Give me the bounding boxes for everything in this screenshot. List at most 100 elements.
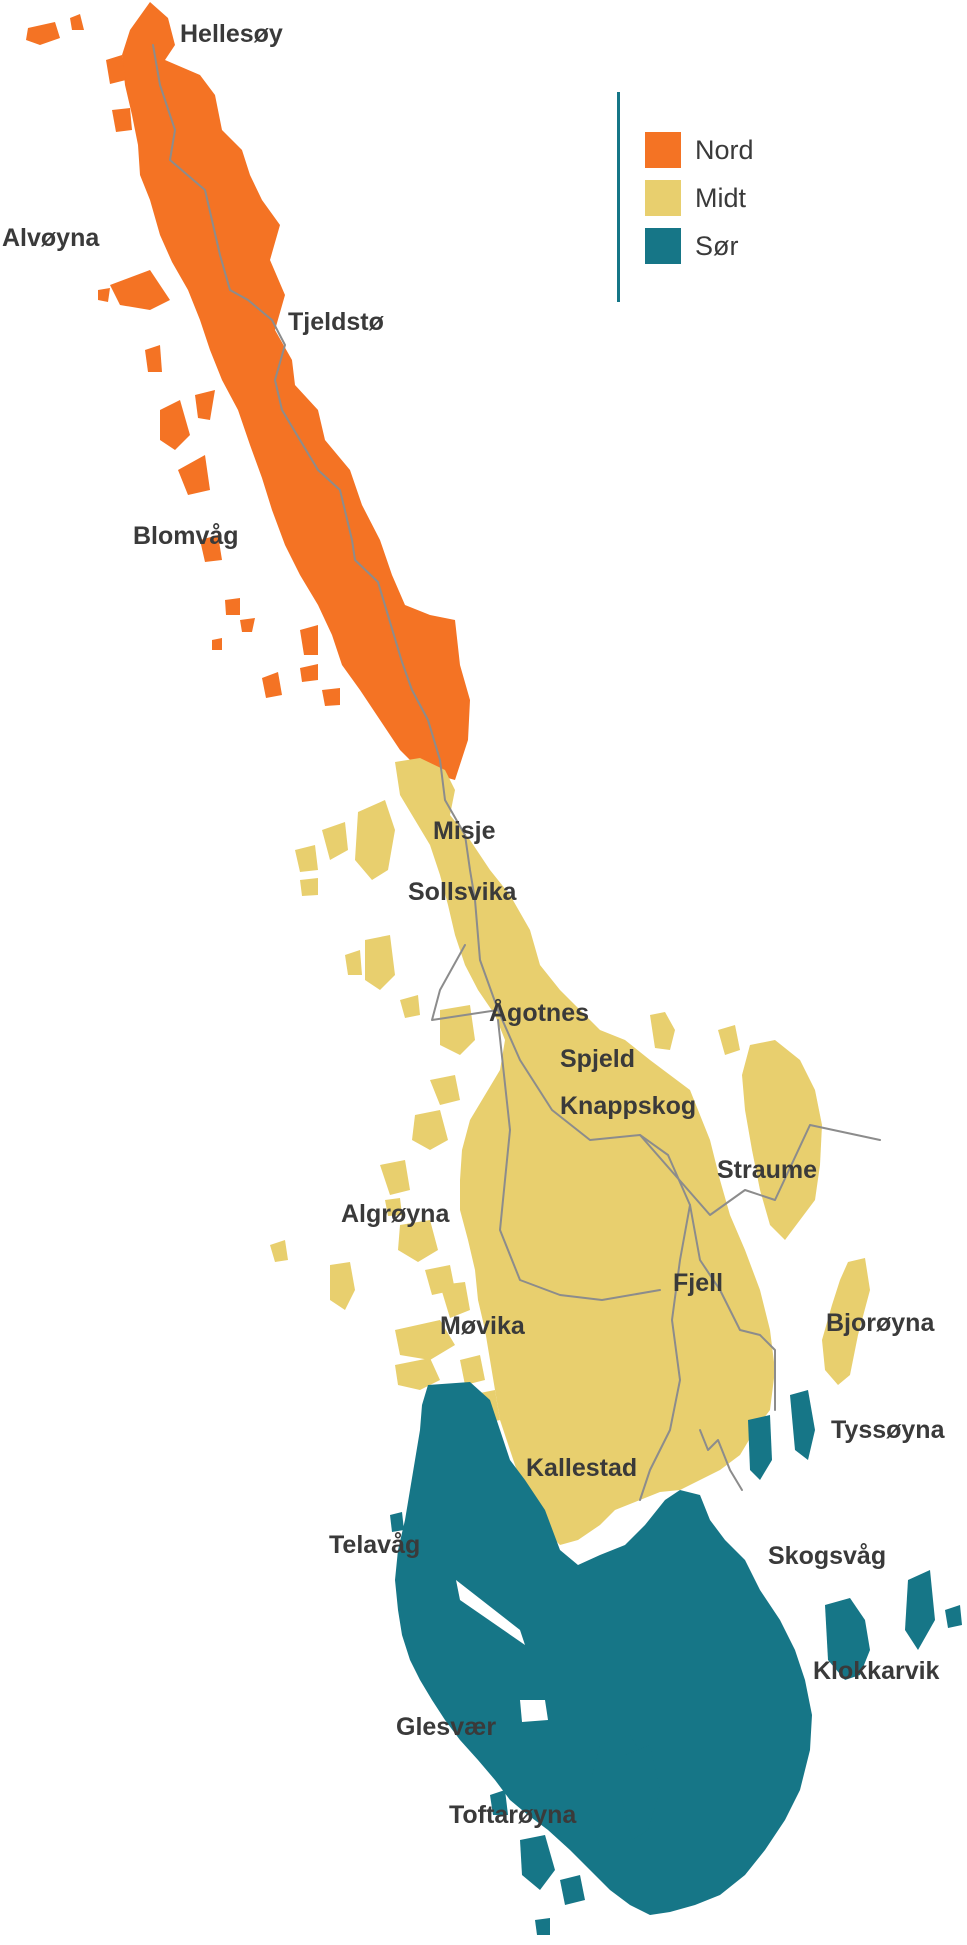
place-label: Sollsvika bbox=[408, 878, 517, 906]
region-midt-island bbox=[395, 1358, 440, 1390]
road-branch bbox=[431, 944, 499, 1021]
region-nord-islet bbox=[106, 55, 126, 84]
region-midt-island bbox=[525, 1385, 550, 1412]
place-label: Toftarøyna bbox=[449, 1801, 577, 1829]
region-midt-island bbox=[650, 1012, 675, 1050]
region-midt-island bbox=[330, 1262, 355, 1310]
region-nord-islet bbox=[98, 288, 110, 302]
legend-item-nord: Nord bbox=[645, 132, 754, 168]
legend-label-sor: Sør bbox=[695, 230, 739, 261]
road-branch bbox=[497, 1019, 661, 1301]
legend-label-midt: Midt bbox=[695, 182, 747, 213]
place-label: Algrøyna bbox=[341, 1200, 450, 1228]
place-label: Fjell bbox=[673, 1269, 723, 1297]
region-midt-island bbox=[440, 1005, 475, 1055]
region-midt-island bbox=[380, 1160, 410, 1195]
region-midt-island bbox=[295, 845, 318, 872]
region-sor-island bbox=[390, 1512, 404, 1532]
region-nord-islet bbox=[145, 345, 162, 372]
region-sor-island bbox=[905, 1570, 935, 1650]
region-sor-island bbox=[535, 1918, 550, 1935]
region-nord-islet bbox=[178, 455, 210, 495]
road-branch bbox=[699, 1429, 743, 1491]
region-nord-islet bbox=[322, 688, 340, 706]
place-label: Straume bbox=[717, 1156, 817, 1184]
region-midt-mainland bbox=[395, 758, 775, 1545]
region-nord-mainland bbox=[122, 2, 470, 780]
place-label: Misje bbox=[433, 817, 496, 845]
region-nord-islet bbox=[300, 625, 318, 655]
region-nord-islet bbox=[262, 672, 282, 698]
region-nord-islet bbox=[112, 108, 132, 132]
legend-item-midt: Midt bbox=[645, 180, 746, 216]
region-nord-islet bbox=[195, 390, 215, 420]
region-midt-island bbox=[412, 1110, 448, 1150]
region-nord-islet bbox=[110, 270, 170, 310]
region-sor-island bbox=[748, 1415, 772, 1480]
place-label: Klokkarvik bbox=[813, 1657, 940, 1685]
region-nord-islet bbox=[212, 638, 222, 650]
road-branch bbox=[639, 1204, 691, 1501]
region-nord-islet bbox=[240, 618, 255, 632]
place-label: Skogsvåg bbox=[768, 1542, 886, 1570]
region-midt-island bbox=[460, 1355, 485, 1385]
place-labels: Hellesøy Alvøyna Tjeldstø Blomvåg Misje … bbox=[2, 20, 946, 1829]
place-label: Blomvåg bbox=[133, 522, 239, 550]
region-sor-island bbox=[520, 1835, 555, 1890]
legend-label-nord: Nord bbox=[695, 134, 754, 165]
region-nord-islet bbox=[300, 664, 318, 682]
region-midt-island bbox=[385, 1198, 402, 1216]
legend-swatch-sor bbox=[645, 228, 681, 264]
region-nord-islet bbox=[26, 22, 60, 45]
region-midt-island bbox=[400, 995, 420, 1018]
region-midt-island bbox=[355, 800, 395, 880]
place-label: Kallestad bbox=[526, 1454, 637, 1482]
region-midt-island bbox=[395, 1320, 455, 1360]
place-label: Ågotnes bbox=[489, 998, 589, 1027]
region-sor-island bbox=[945, 1605, 962, 1628]
region-sor-island bbox=[622, 1745, 660, 1840]
region-midt-island bbox=[398, 1220, 438, 1262]
region-midt-island bbox=[345, 950, 362, 975]
roads bbox=[152, 44, 881, 1501]
place-label: Spjeld bbox=[560, 1045, 635, 1073]
place-label: Tjeldstø bbox=[288, 308, 385, 336]
place-label: Tyssøyna bbox=[831, 1416, 946, 1444]
legend: Nord Midt Sør bbox=[617, 92, 817, 302]
place-label: Telavåg bbox=[329, 1531, 420, 1559]
region-nord-islet bbox=[70, 14, 84, 30]
place-label: Møvika bbox=[440, 1312, 526, 1340]
legend-divider bbox=[617, 92, 620, 302]
region-sor-island bbox=[790, 1390, 815, 1460]
region-midt-island bbox=[270, 1240, 288, 1262]
region-sor bbox=[390, 1382, 962, 1935]
region-midt-island bbox=[300, 878, 318, 896]
region-midt-island bbox=[718, 1025, 740, 1055]
region-nord bbox=[26, 2, 470, 780]
region-sor-mainland bbox=[395, 1382, 812, 1915]
place-label: Hellesøy bbox=[180, 20, 283, 48]
water-channels bbox=[456, 1580, 548, 1722]
region-nord-islet bbox=[225, 598, 240, 615]
legend-swatch-midt bbox=[645, 180, 681, 216]
region-midt-island bbox=[742, 1040, 822, 1240]
place-label: Bjorøyna bbox=[826, 1309, 935, 1337]
place-label: Knappskog bbox=[560, 1092, 696, 1120]
region-midt bbox=[270, 758, 870, 1545]
road-branch bbox=[639, 1124, 881, 1216]
region-sor-island bbox=[560, 1875, 585, 1905]
place-label: Alvøyna bbox=[2, 224, 100, 252]
region-sor-island bbox=[490, 1790, 508, 1815]
region-midt-island bbox=[822, 1258, 870, 1385]
region-midt-island bbox=[322, 822, 348, 860]
region-sor-island bbox=[408, 1523, 420, 1540]
region-midt-island bbox=[365, 935, 395, 990]
region-midt-island bbox=[430, 1075, 460, 1105]
region-nord-islet bbox=[160, 400, 190, 450]
place-label: Glesvær bbox=[396, 1713, 496, 1741]
legend-swatch-nord bbox=[645, 132, 681, 168]
region-sor-island bbox=[825, 1598, 870, 1680]
region-midt-island bbox=[440, 1282, 470, 1318]
region-nord-islet bbox=[200, 535, 222, 562]
